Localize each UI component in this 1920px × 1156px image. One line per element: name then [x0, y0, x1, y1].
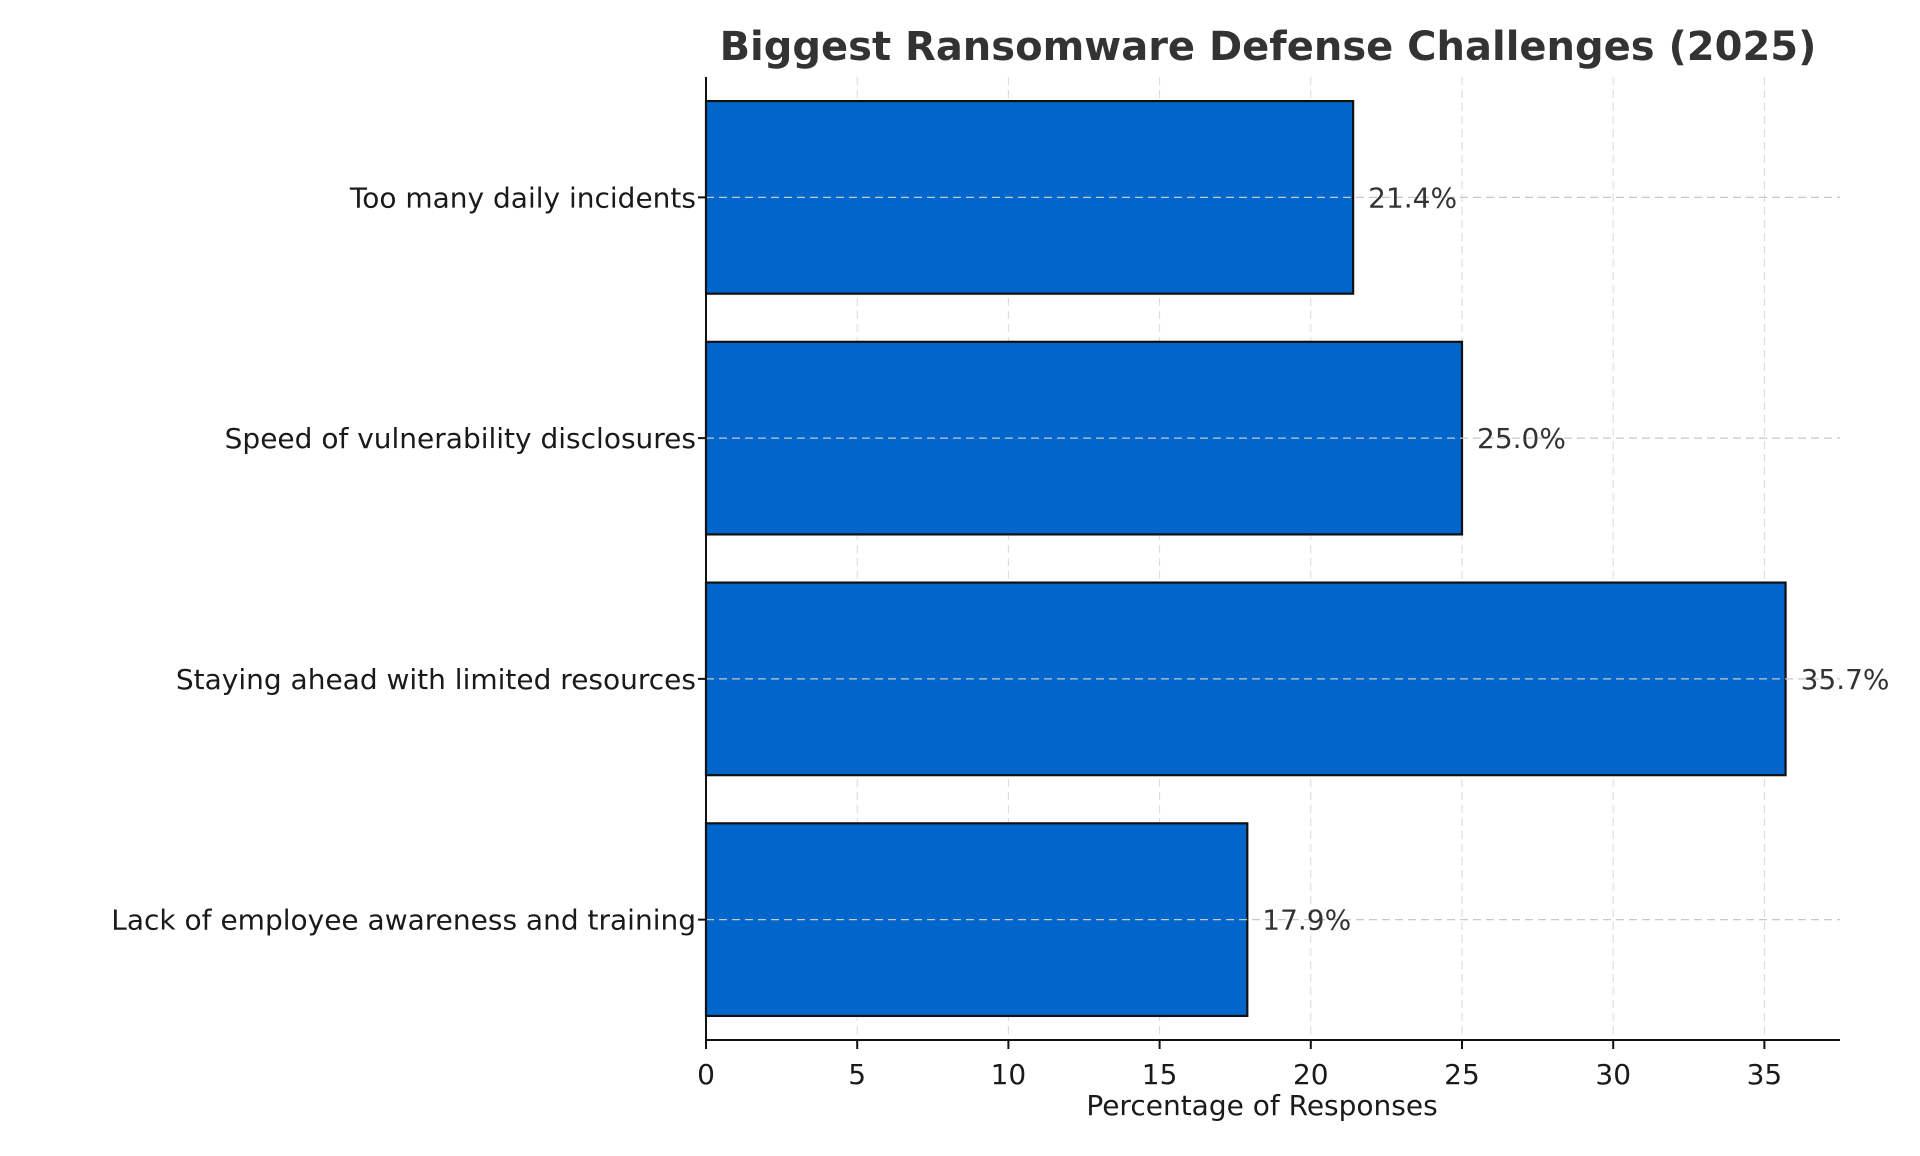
category-label: Speed of vulnerability disclosures	[225, 422, 696, 455]
x-axis-title: Percentage of Responses	[1086, 1089, 1437, 1122]
x-tick-label: 5	[848, 1058, 866, 1091]
x-tick-label: 25	[1444, 1058, 1480, 1091]
value-label: 21.4%	[1368, 181, 1457, 214]
labels-layer: Too many daily incidents 21.4% Speed of vu…	[111, 181, 1889, 1091]
category-label: Lack of employee awareness and training	[111, 904, 696, 937]
x-tick-label: 30	[1595, 1058, 1631, 1091]
bar	[704, 822, 1249, 1018]
chart-title: Biggest Ransomware Defense Challenges (2…	[720, 24, 1817, 70]
horizontal-grid-layer	[706, 196, 1840, 921]
x-tick-label: 20	[1293, 1058, 1329, 1091]
x-tick-label: 15	[1142, 1058, 1178, 1091]
value-label: 25.0%	[1477, 422, 1566, 455]
value-label: 35.7%	[1801, 663, 1890, 696]
category-label: Too many daily incidents	[349, 181, 696, 214]
x-tick-label: 0	[697, 1058, 715, 1091]
bars-layer	[704, 99, 1787, 1018]
x-tick-label: 35	[1747, 1058, 1783, 1091]
value-label: 17.9%	[1262, 904, 1351, 937]
category-label: Staying ahead with limited resources	[176, 663, 696, 696]
x-tick-label: 10	[991, 1058, 1027, 1091]
axes-layer	[698, 77, 1840, 1049]
